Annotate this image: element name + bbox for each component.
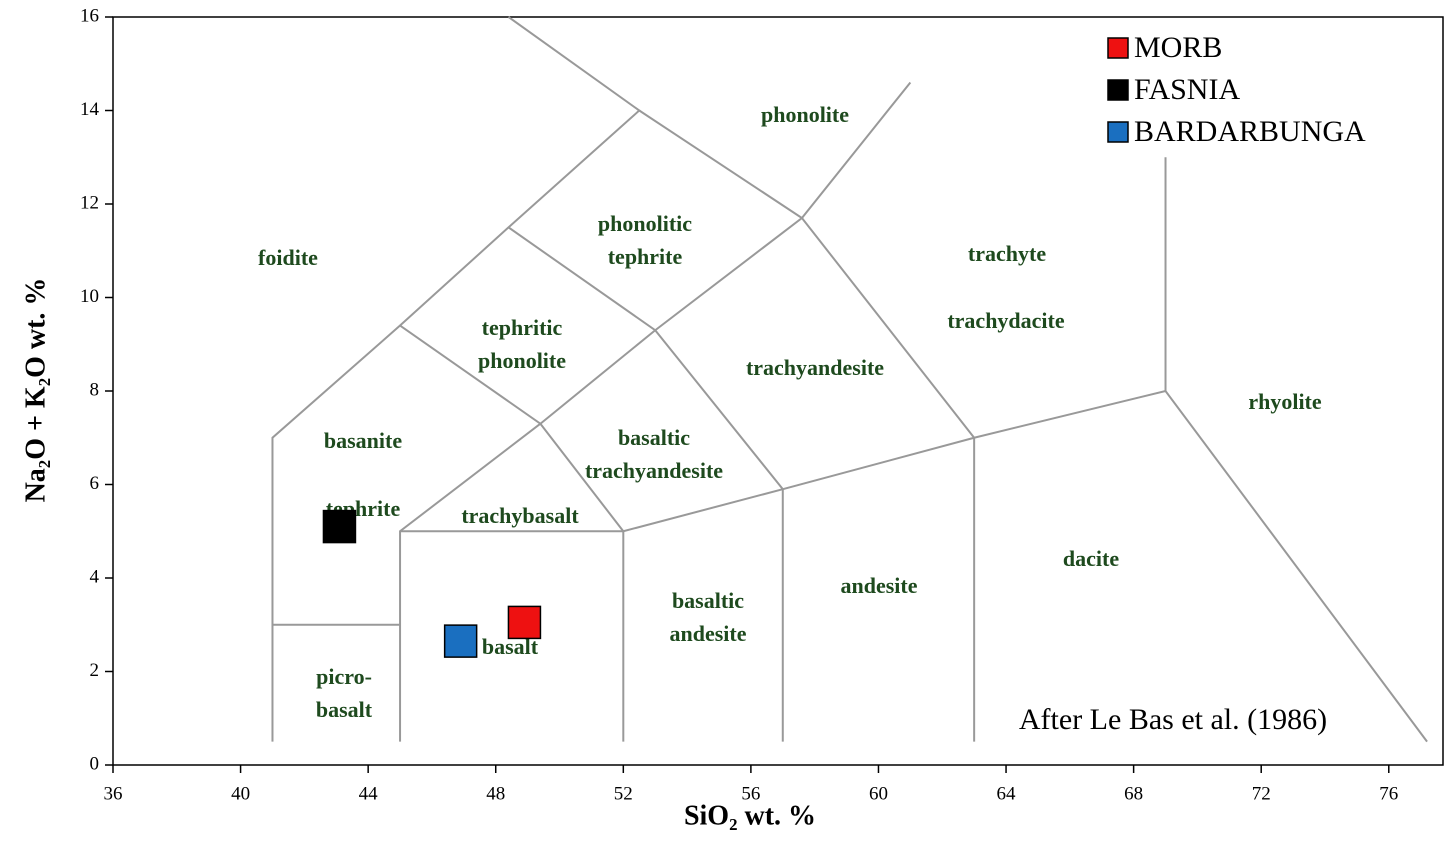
field-label: dacite bbox=[1063, 546, 1119, 571]
field-label: basalt bbox=[316, 697, 373, 722]
field-boundary bbox=[271, 16, 641, 742]
field-boundary bbox=[399, 324, 625, 532]
field-label: phonolite bbox=[478, 348, 566, 373]
x-tick-label: 40 bbox=[231, 783, 250, 804]
field-label: trachyandesite bbox=[746, 355, 884, 380]
x-tick-label: 64 bbox=[997, 783, 1017, 804]
field-label: basanite bbox=[324, 428, 402, 453]
x-tick-label: 48 bbox=[486, 783, 505, 804]
x-tick-label: 52 bbox=[614, 783, 633, 804]
field-label: tephritic bbox=[482, 315, 563, 340]
x-tick-label: 60 bbox=[869, 783, 888, 804]
y-tick-label: 10 bbox=[80, 286, 99, 307]
field-label: basaltic bbox=[618, 425, 690, 450]
legend-label: FASNIA bbox=[1134, 73, 1240, 106]
y-tick-label: 6 bbox=[90, 473, 100, 494]
y-tick-label: 8 bbox=[90, 379, 100, 400]
field-label: trachyte bbox=[968, 241, 1046, 266]
y-tick-label: 12 bbox=[80, 192, 99, 213]
x-tick-label: 36 bbox=[104, 783, 123, 804]
field-label: rhyolite bbox=[1248, 389, 1322, 414]
x-tick-label: 56 bbox=[741, 783, 760, 804]
data-point bbox=[507, 605, 542, 640]
field-boundary bbox=[507, 226, 784, 490]
field-label: tephrite bbox=[608, 244, 683, 269]
y-tick-label: 0 bbox=[90, 753, 100, 774]
field-label: trachybasalt bbox=[461, 503, 579, 528]
legend-swatch bbox=[1107, 79, 1129, 101]
annotation: After Le Bas et al. (1986) bbox=[1019, 703, 1327, 736]
annotation-bg bbox=[978, 698, 1368, 746]
x-axis-title: SiO₂ wt. % bbox=[684, 800, 816, 831]
x-tick-label: 44 bbox=[359, 783, 379, 804]
field-boundary bbox=[399, 81, 912, 742]
x-tick-label: 72 bbox=[1252, 783, 1271, 804]
x-tick-label: 76 bbox=[1379, 783, 1398, 804]
y-tick-label: 16 bbox=[80, 5, 99, 26]
field-boundary bbox=[400, 389, 1428, 743]
field-label: trachyandesite bbox=[585, 458, 723, 483]
field-label: basaltic bbox=[672, 588, 744, 613]
field-label: trachydacite bbox=[947, 308, 1065, 333]
field-label: phonolite bbox=[761, 102, 849, 127]
x-tick-label: 68 bbox=[1124, 783, 1143, 804]
y-tick-label: 2 bbox=[90, 660, 100, 681]
field-label: andesite bbox=[841, 573, 918, 598]
legend-swatch bbox=[1107, 37, 1129, 59]
data-point bbox=[443, 624, 478, 658]
legend-label: BARDARBUNGA bbox=[1134, 115, 1366, 148]
field-boundary bbox=[638, 109, 975, 439]
field-label: picro- bbox=[316, 664, 372, 689]
field-label: foidite bbox=[258, 245, 318, 270]
field-label: phonolitic bbox=[598, 211, 692, 236]
legend-label: MORB bbox=[1134, 31, 1222, 64]
y-tick-label: 14 bbox=[80, 99, 100, 120]
y-axis-title: Na₂O + K₂O wt. % bbox=[20, 278, 51, 503]
y-tick-label: 4 bbox=[90, 566, 100, 587]
field-label: andesite bbox=[670, 621, 747, 646]
legend-swatch bbox=[1107, 121, 1129, 143]
data-point bbox=[322, 509, 357, 544]
